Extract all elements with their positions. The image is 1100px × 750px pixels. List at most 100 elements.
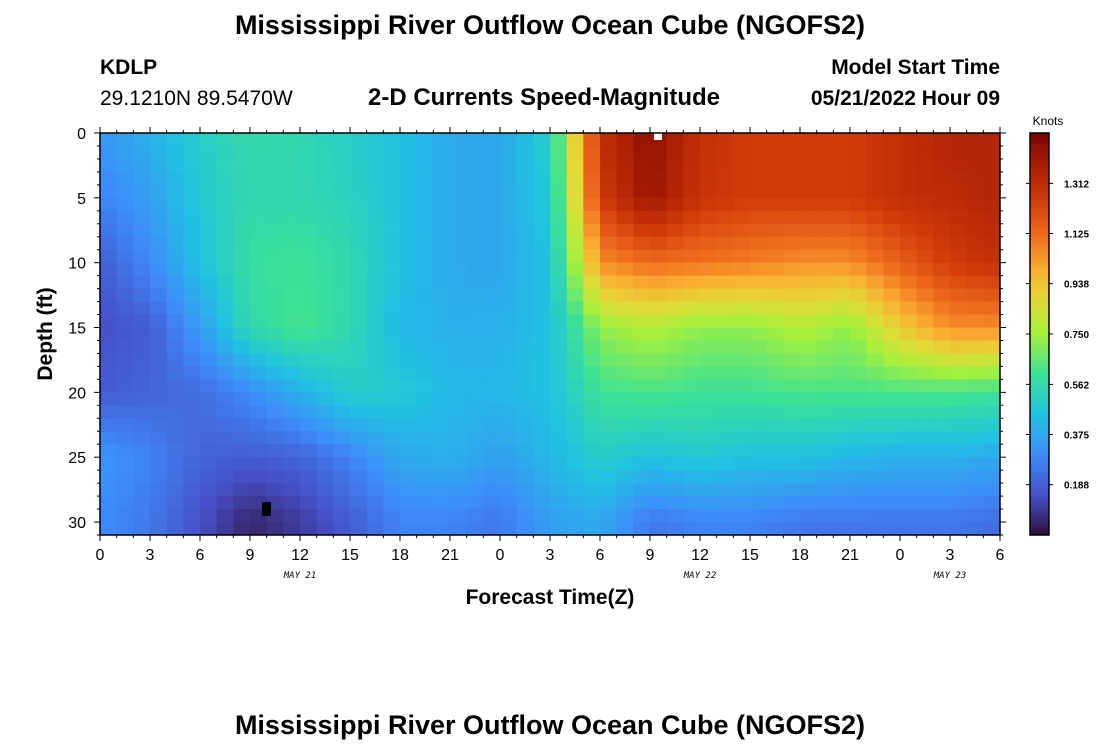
x-tick-label: 18 [391, 547, 409, 564]
heatmap-cell [166, 249, 184, 264]
heatmap-cell [283, 262, 301, 277]
heatmap-cell [833, 483, 851, 497]
colorbar-bar [1029, 132, 1050, 536]
heatmap-cell [800, 379, 818, 393]
heatmap-cell [516, 210, 534, 225]
heatmap-cell [533, 392, 551, 406]
heatmap-cell [716, 340, 734, 355]
heatmap-cell [600, 444, 618, 458]
heatmap-cell [933, 210, 951, 225]
heatmap-cell [633, 288, 651, 303]
heatmap-cell [633, 197, 651, 212]
heatmap-cell [150, 158, 168, 173]
heatmap-cell [516, 405, 534, 419]
heatmap-cell [516, 288, 534, 303]
heatmap-cell [733, 470, 751, 484]
heatmap-cell [416, 236, 434, 251]
heatmap-cell [500, 353, 518, 368]
heatmap-cell [583, 353, 601, 368]
heatmap-cell [500, 223, 518, 238]
heatmap-cell [633, 366, 651, 380]
heatmap-cell [783, 444, 801, 458]
heatmap-cell [633, 496, 651, 510]
heatmap-cell [450, 418, 468, 432]
heatmap-cell [700, 314, 718, 329]
heatmap-cell [433, 418, 451, 432]
heatmap-cell [283, 366, 301, 380]
heatmap-cell [383, 444, 401, 458]
colorbar-label: 0.188 [1064, 481, 1089, 492]
heatmap-cell [216, 197, 234, 212]
heatmap-cell [833, 496, 851, 510]
heatmap-cell [133, 509, 151, 523]
heatmap-cell [733, 197, 751, 212]
heatmap-cell [316, 314, 334, 329]
heatmap-cell [600, 133, 618, 147]
x-tick-label: 21 [841, 547, 859, 564]
heatmap-cell [566, 405, 584, 419]
heatmap-cell [483, 275, 501, 290]
heatmap-cell [300, 431, 318, 445]
heatmap-cell [783, 275, 801, 290]
heatmap-cell [516, 353, 534, 368]
heatmap-cell [583, 184, 601, 199]
heatmap-cell [516, 223, 534, 238]
heatmap-cell [200, 457, 218, 471]
heatmap-cell [833, 133, 851, 147]
heatmap-cell [950, 223, 968, 238]
heatmap-cell [616, 444, 634, 458]
heatmap-cell [683, 249, 701, 264]
heatmap-cell [316, 483, 334, 497]
heatmap-cell [783, 158, 801, 173]
heatmap-cell [983, 236, 1000, 251]
heatmap-cell [150, 418, 168, 432]
heatmap-cell [333, 379, 351, 393]
heatmap-cell [416, 288, 434, 303]
heatmap-cell [316, 262, 334, 277]
heatmap-cell [850, 327, 868, 342]
heatmap-cell [133, 340, 151, 355]
heatmap-cell [666, 340, 684, 355]
heatmap-cell [166, 262, 184, 277]
heatmap-cell [183, 236, 201, 251]
heatmap-cell [616, 223, 634, 238]
heatmap-cell [666, 223, 684, 238]
heatmap-cell [366, 444, 384, 458]
heatmap-cell [216, 262, 234, 277]
heatmap-cell [100, 431, 118, 445]
heatmap-cell [850, 145, 868, 160]
heatmap-cell [566, 392, 584, 406]
heatmap-cell [683, 509, 701, 523]
heatmap-cell [616, 171, 634, 186]
heatmap-cell [450, 133, 468, 147]
heatmap-cell [333, 327, 351, 342]
heatmap-cell [583, 133, 601, 147]
heatmap-cell [183, 483, 201, 497]
heatmap-cell [616, 275, 634, 290]
heatmap-cell [600, 288, 618, 303]
heatmap-cell [216, 171, 234, 186]
heatmap-cell [450, 431, 468, 445]
heatmap-cell [700, 301, 718, 316]
heatmap-cell [550, 496, 568, 510]
heatmap-cell [883, 353, 901, 368]
heatmap-cell [983, 509, 1000, 523]
heatmap-cell [950, 197, 968, 212]
heatmap-cell [500, 249, 518, 264]
heatmap-cell [566, 236, 584, 251]
heatmap-cell [850, 366, 868, 380]
heatmap-cell [833, 418, 851, 432]
heatmap-cell [416, 353, 434, 368]
heatmap-cell [150, 262, 168, 277]
heatmap-cell [166, 457, 184, 471]
heatmap-cell [450, 522, 468, 535]
heatmap-cell [950, 210, 968, 225]
heatmap-cell [433, 133, 451, 147]
heatmap-cell [550, 133, 568, 147]
heatmap-cell [500, 418, 518, 432]
heatmap-cell [400, 133, 418, 147]
heatmap-cell [733, 444, 751, 458]
heatmap-cell [816, 249, 834, 264]
heatmap-cell [383, 210, 401, 225]
heatmap-cell [683, 470, 701, 484]
